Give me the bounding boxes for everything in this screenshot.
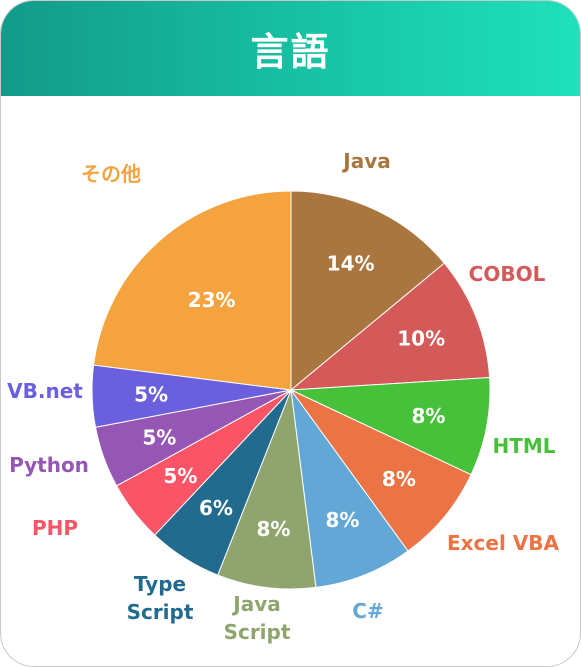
category-labels: Java COBOL HTML Excel VBA C# Java Script Type Sc… (7, 149, 559, 644)
pie-slice-3 (290, 376, 491, 476)
category-label-5: C# (352, 599, 383, 623)
value-label-3: 8% (412, 404, 446, 428)
category-label-10: VB.net (7, 379, 83, 403)
value-label-5: 8% (326, 508, 360, 532)
value-label-2: 10% (397, 327, 445, 351)
category-label-6: Java Script (224, 592, 291, 644)
pie-slice-11 (93, 190, 292, 391)
pie-slice-4 (290, 389, 472, 552)
category-label-11: その他 (81, 162, 141, 186)
category-label-9: Python (9, 453, 89, 477)
value-label-11: 23% (188, 288, 236, 312)
value-label-4: 8% (382, 467, 416, 491)
value-label-7: 6% (199, 496, 233, 520)
value-label-10: 5% (134, 382, 168, 406)
value-label-9: 5% (142, 425, 176, 449)
chart-header: 言語 (1, 1, 580, 96)
category-label-1: Java (341, 149, 390, 173)
value-label-6: 8% (257, 517, 291, 541)
category-label-2: COBOL (469, 262, 546, 286)
category-label-8: PHP (32, 516, 78, 540)
value-label-1: 14% (327, 251, 375, 275)
pie-slice-2 (289, 262, 491, 391)
percentage-labels: 14%10%8%8%8%8%6%5%5%5%23% (134, 251, 445, 541)
category-label-7: Type Script (127, 572, 194, 624)
category-label-3: HTML (492, 434, 555, 458)
category-label-4: Excel VBA (447, 531, 560, 555)
chart-title: 言語 (250, 30, 331, 74)
pie-slice-5 (290, 389, 409, 588)
pie-slices (91, 190, 491, 590)
pie-slice-6 (217, 389, 317, 590)
pie-slice-1 (290, 190, 446, 392)
value-label-8: 5% (163, 464, 197, 488)
